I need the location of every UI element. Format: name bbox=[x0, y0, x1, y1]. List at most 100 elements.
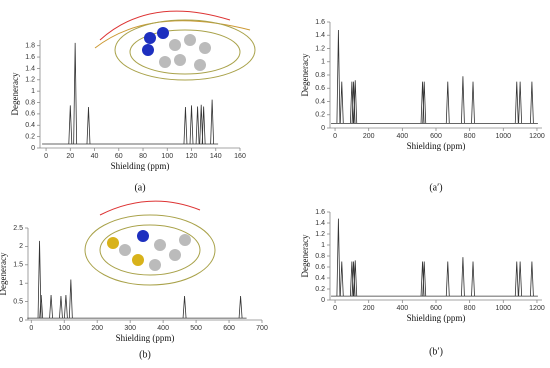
peak bbox=[518, 261, 523, 297]
x-tick-label: 40 bbox=[91, 153, 99, 160]
peak bbox=[201, 106, 206, 145]
x-tick-label: 300 bbox=[124, 325, 136, 332]
x-tick-label: 1200 bbox=[529, 133, 545, 140]
peak bbox=[353, 80, 358, 124]
x-tick-label: 400 bbox=[397, 305, 409, 312]
y-tick-label: 1 bbox=[19, 280, 23, 287]
x-tick-label: 1000 bbox=[496, 133, 512, 140]
peak bbox=[471, 261, 475, 297]
y-tick-label: 0.4 bbox=[315, 275, 325, 282]
y-tick-label: 1.2 bbox=[315, 231, 325, 238]
x-tick-label: 200 bbox=[363, 305, 375, 312]
y-tick-label: 0.4 bbox=[25, 122, 35, 129]
panel-label: (a) bbox=[134, 182, 145, 193]
y-tick-label: 0.8 bbox=[315, 72, 325, 79]
y-tick-label: 1.8 bbox=[25, 43, 35, 50]
peak bbox=[182, 296, 187, 319]
x-axis-label: Shielding (ppm) bbox=[111, 161, 170, 171]
y-tick-label: 0.2 bbox=[315, 112, 325, 119]
x-tick-label: 80 bbox=[139, 153, 147, 160]
peak bbox=[339, 81, 344, 124]
y-tick-label: 1.4 bbox=[25, 65, 35, 72]
x-tick-label: 160 bbox=[234, 153, 246, 160]
x-tick-label: 140 bbox=[210, 153, 222, 160]
x-tick-label: 0 bbox=[333, 305, 337, 312]
peak bbox=[195, 106, 200, 145]
x-tick-label: 100 bbox=[161, 153, 173, 160]
peak bbox=[518, 81, 523, 124]
x-tick-label: 200 bbox=[91, 325, 103, 332]
peak bbox=[336, 218, 341, 297]
peak bbox=[68, 105, 73, 145]
peak bbox=[210, 99, 215, 145]
y-tick-label: 0.2 bbox=[25, 133, 35, 140]
panel-label: (b′) bbox=[429, 346, 443, 357]
y-tick-label: 0.6 bbox=[315, 85, 325, 92]
peak bbox=[471, 81, 475, 124]
peak bbox=[59, 296, 63, 319]
x-axis-label: Shielding (ppm) bbox=[407, 141, 466, 151]
x-tick-label: 0 bbox=[333, 133, 337, 140]
x-tick-label: 800 bbox=[464, 133, 476, 140]
peak bbox=[39, 294, 44, 319]
peak bbox=[461, 76, 465, 124]
peak bbox=[514, 261, 519, 297]
x-tick-label: 200 bbox=[363, 133, 375, 140]
peak bbox=[422, 81, 427, 124]
y-axis-label: Degeneracy bbox=[0, 252, 8, 295]
y-axis-label: Degeneracy bbox=[10, 72, 20, 115]
x-tick-label: 100 bbox=[58, 325, 70, 332]
peak bbox=[86, 107, 91, 145]
x-tick-label: 600 bbox=[430, 133, 442, 140]
y-tick-label: 1.6 bbox=[315, 19, 325, 26]
x-tick-label: 1000 bbox=[496, 305, 512, 312]
y-tick-label: 0 bbox=[321, 125, 325, 132]
y-tick-label: 1.5 bbox=[13, 262, 23, 269]
y-tick-label: 0 bbox=[321, 297, 325, 304]
y-tick-label: 1 bbox=[321, 242, 325, 249]
peak bbox=[461, 257, 465, 297]
peak bbox=[530, 261, 534, 297]
x-tick-label: 0 bbox=[44, 153, 48, 160]
y-axis-label: Degeneracy bbox=[300, 53, 310, 96]
y-tick-label: 0 bbox=[31, 145, 35, 152]
y-tick-label: 0.4 bbox=[315, 98, 325, 105]
x-tick-label: 20 bbox=[66, 153, 74, 160]
peak bbox=[336, 29, 341, 124]
molecule-inset-a bbox=[94, 10, 256, 81]
peak bbox=[514, 81, 519, 124]
x-tick-label: 120 bbox=[186, 153, 198, 160]
y-tick-label: 1.6 bbox=[25, 54, 35, 61]
x-tick-label: 500 bbox=[190, 325, 202, 332]
y-tick-label: 1.2 bbox=[25, 77, 35, 84]
y-tick-label: 0.6 bbox=[25, 111, 35, 118]
y-tick-label: 0.2 bbox=[315, 286, 325, 293]
x-axis-label: Shielding (ppm) bbox=[407, 313, 466, 323]
y-tick-label: 0.8 bbox=[315, 253, 325, 260]
peak bbox=[199, 104, 204, 145]
peak bbox=[530, 81, 534, 124]
y-tick-label: 2.5 bbox=[13, 225, 23, 232]
y-tick-label: 0.8 bbox=[25, 99, 35, 106]
molecule-inset-b bbox=[84, 200, 216, 286]
y-tick-label: 1.2 bbox=[315, 45, 325, 52]
y-tick-label: 1 bbox=[321, 59, 325, 66]
x-tick-label: 400 bbox=[157, 325, 169, 332]
y-tick-label: 1.4 bbox=[315, 220, 325, 227]
peak bbox=[189, 105, 194, 145]
peak bbox=[183, 107, 188, 145]
y-tick-label: 0.5 bbox=[13, 298, 23, 305]
peak bbox=[238, 296, 243, 319]
y-tick-label: 1.4 bbox=[315, 32, 325, 39]
peak bbox=[68, 279, 73, 319]
x-tick-label: 600 bbox=[430, 305, 442, 312]
y-tick-label: 0.6 bbox=[315, 264, 325, 271]
x-tick-label: 800 bbox=[464, 305, 476, 312]
y-tick-label: 2 bbox=[19, 243, 23, 250]
y-tick-label: 0 bbox=[19, 317, 23, 324]
peak bbox=[353, 260, 358, 297]
x-tick-label: 700 bbox=[256, 325, 268, 332]
peak bbox=[49, 294, 53, 319]
peak bbox=[445, 261, 450, 297]
